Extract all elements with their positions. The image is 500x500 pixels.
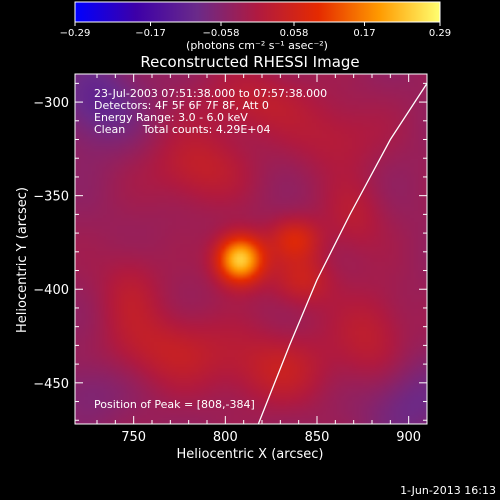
y-tick-label: −400 — [33, 283, 69, 298]
colorbar-tick-label: −0.17 — [135, 28, 166, 39]
axis-ticks: 750 800 850 900 −300 −350 −400 −450 — [33, 74, 427, 445]
info-energy-range: Energy Range: 3.0 - 6.0 keV — [94, 111, 248, 124]
y-tick-label: −450 — [33, 377, 69, 392]
y-tick-label: −350 — [33, 190, 69, 205]
solar-limb-curve — [257, 83, 428, 425]
peak-position-label: Position of Peak = [808,-384] — [94, 398, 255, 411]
colorbar-bar — [74, 1, 441, 23]
x-axis-label: Heliocentric X (arcsec) — [177, 447, 324, 462]
colorbar-ticks: −0.29 −0.17 −0.058 0.058 0.17 0.29 — [60, 22, 451, 39]
x-tick-label: 750 — [121, 430, 146, 445]
colorbar-unit-label: (photons cm⁻² s⁻¹ asec⁻²) — [186, 39, 328, 52]
colorbar-tick-label: 0.058 — [280, 28, 309, 39]
x-tick-label: 800 — [213, 430, 238, 445]
info-annotation: 23-Jul-2003 07:51:38.000 to 07:57:38.000… — [94, 87, 327, 136]
footer-date: 1-Jun-2013 16:13 — [400, 484, 496, 497]
colorbar-tick-label: −0.29 — [60, 28, 91, 39]
x-tick-label: 900 — [396, 430, 421, 445]
heatmap-image — [75, 74, 427, 424]
x-tick-label: 850 — [305, 430, 330, 445]
y-axis-label: Heliocentric Y (arcsec) — [15, 187, 30, 333]
info-time-range: 23-Jul-2003 07:51:38.000 to 07:57:38.000 — [94, 87, 327, 100]
colorbar: −0.29 −0.17 −0.058 0.058 0.17 0.29 (photons c… — [60, 1, 451, 52]
y-tick-label: −300 — [33, 96, 69, 111]
info-total-counts: Clean Total counts: 4.29E+04 — [94, 123, 271, 136]
colorbar-tick-label: −0.058 — [202, 28, 239, 39]
plot-area: 750 800 850 900 −300 −350 −400 −450 23-Jul-2003… — [33, 73, 428, 445]
chart-title: Reconstructed RHESSI Image — [140, 53, 359, 71]
colorbar-tick-label: 0.17 — [353, 28, 375, 39]
info-detectors: Detectors: 4F 5F 6F 7F 8F, Att 0 — [94, 99, 269, 112]
plot-frame — [74, 73, 428, 425]
colorbar-tick-label: 0.29 — [429, 28, 451, 39]
